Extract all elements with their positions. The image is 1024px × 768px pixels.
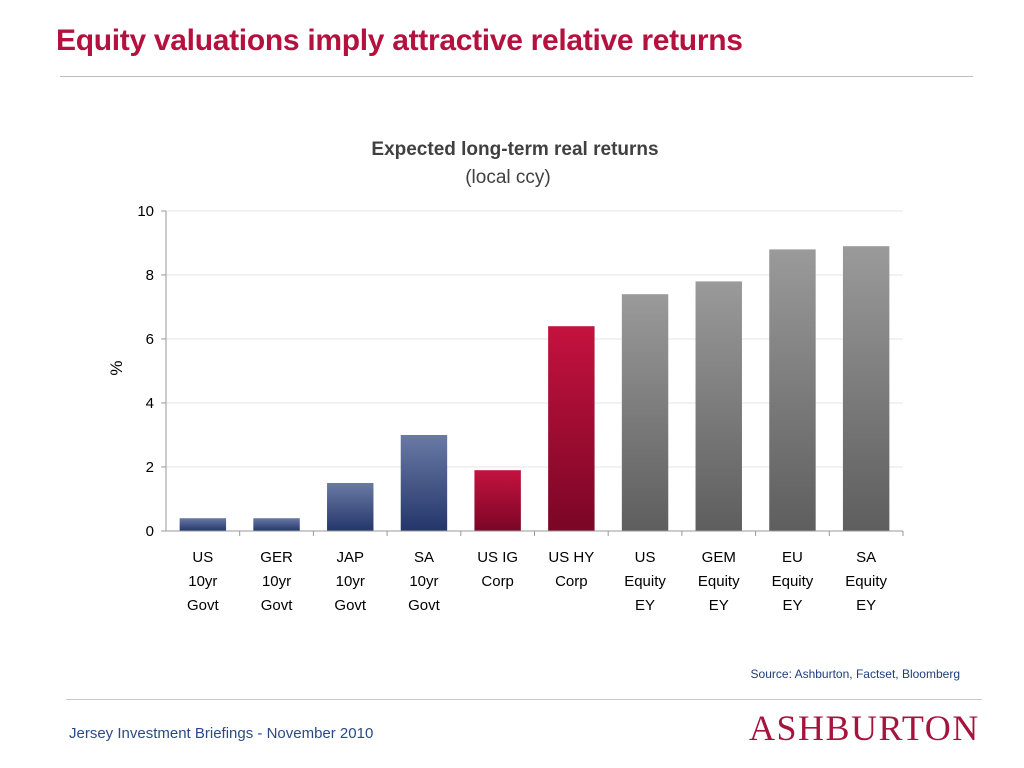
y-tick-label: 4 [146, 395, 154, 412]
bar-6 [621, 294, 669, 531]
bar-chart: Expected long-term real returns (local c… [107, 139, 904, 614]
category-label: Govt [408, 597, 441, 614]
bar-1 [253, 518, 300, 531]
category-label: SA [856, 549, 876, 566]
chart-title: Expected long-term real returns [371, 139, 658, 160]
slide-title: Equity valuations imply attractive relat… [56, 24, 743, 57]
category-label: Govt [187, 597, 220, 614]
category-label: Equity [624, 573, 666, 590]
bar-0 [179, 518, 227, 531]
category-label: EY [856, 597, 876, 614]
category-label: US [635, 549, 656, 566]
y-tick-label: 0 [146, 523, 154, 540]
bar-5 [548, 326, 595, 531]
category-label: 10yr [336, 573, 365, 590]
y-tick-label: 8 [146, 267, 154, 284]
chart-subtitle: (local ccy) [465, 167, 551, 188]
category-label: GER [260, 549, 293, 566]
ashburton-logo: ASHBURTON [749, 708, 980, 748]
category-label: EY [782, 597, 802, 614]
category-label: 10yr [262, 573, 291, 590]
category-label: Corp [481, 573, 514, 590]
axes [161, 210, 904, 536]
bars [179, 246, 890, 531]
category-labels: US 10yr Govt GER 10yr Govt JAP 10yr Govt SA 10yr Go… [187, 549, 887, 614]
bar-3 [400, 435, 448, 531]
y-tick-label: 2 [146, 459, 154, 476]
category-label: Equity [845, 573, 887, 590]
y-axis-label: % [107, 360, 126, 375]
footer-divider [66, 699, 982, 700]
category-label: 10yr [409, 573, 438, 590]
category-label: US IG [477, 549, 518, 566]
category-label: EY [635, 597, 655, 614]
bar-4 [474, 470, 521, 531]
category-label: Govt [334, 597, 367, 614]
category-label: EY [709, 597, 729, 614]
bar-9 [842, 246, 890, 531]
category-label: Equity [772, 573, 814, 590]
category-label: SA [414, 549, 434, 566]
bar-7 [695, 281, 742, 531]
category-label: 10yr [188, 573, 217, 590]
category-label: US HY [548, 549, 594, 566]
source-note: Source: Ashburton, Factset, Bloomberg [750, 667, 960, 681]
y-tick-label: 6 [146, 331, 154, 348]
bar-2 [327, 483, 374, 531]
title-divider [60, 76, 973, 77]
category-label: EU [782, 549, 803, 566]
category-label: Equity [698, 573, 740, 590]
category-label: US [192, 549, 213, 566]
bar-8 [769, 249, 816, 531]
category-label: JAP [336, 549, 364, 566]
footer-text: Jersey Investment Briefings - November 2… [69, 725, 374, 742]
category-label: GEM [702, 549, 736, 566]
category-label: Govt [261, 597, 294, 614]
y-tick-labels: 0 2 4 6 8 10 [137, 203, 154, 540]
y-tick-label: 10 [137, 203, 154, 220]
category-label: Corp [555, 573, 588, 590]
